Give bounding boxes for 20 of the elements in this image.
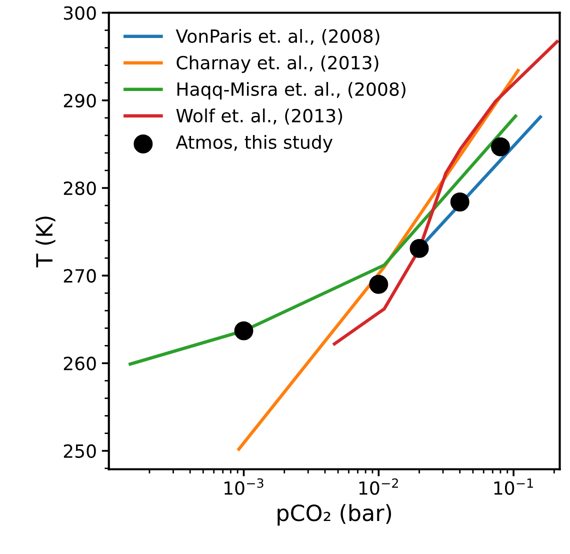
point (490, 137, 510, 156)
legend-label: Wolf et. al., (2013) (176, 108, 342, 125)
y-tick-label: 290 (64, 94, 96, 108)
y-tick-label: 270 (64, 269, 96, 283)
point (369, 274, 388, 294)
y-tick-label: 280 (64, 181, 96, 196)
legend-label: Charnay et. al., (2013) (176, 55, 378, 73)
x-tick-label: 10$^{−2}$ (359, 478, 398, 495)
point (450, 192, 470, 212)
x-tick-label: 10$^{−3}$ (224, 478, 264, 495)
legend-label: Haqq-Misra et. al., (2008) (177, 82, 406, 100)
y-tick-label: 300 (64, 6, 96, 20)
point (410, 238, 429, 258)
y-tick-label: 250 (64, 444, 96, 458)
y-axis-title: T (K) (36, 216, 56, 268)
x-axis-title: pCO₂ (bar) (278, 504, 392, 526)
y-tick-label: 260 (64, 356, 96, 370)
x-tick-label: 10$^{−1}$ (494, 478, 533, 495)
legend-label: VonParis et. al., (2008) (176, 28, 380, 46)
legend-label: Atmos, this study (176, 135, 333, 152)
